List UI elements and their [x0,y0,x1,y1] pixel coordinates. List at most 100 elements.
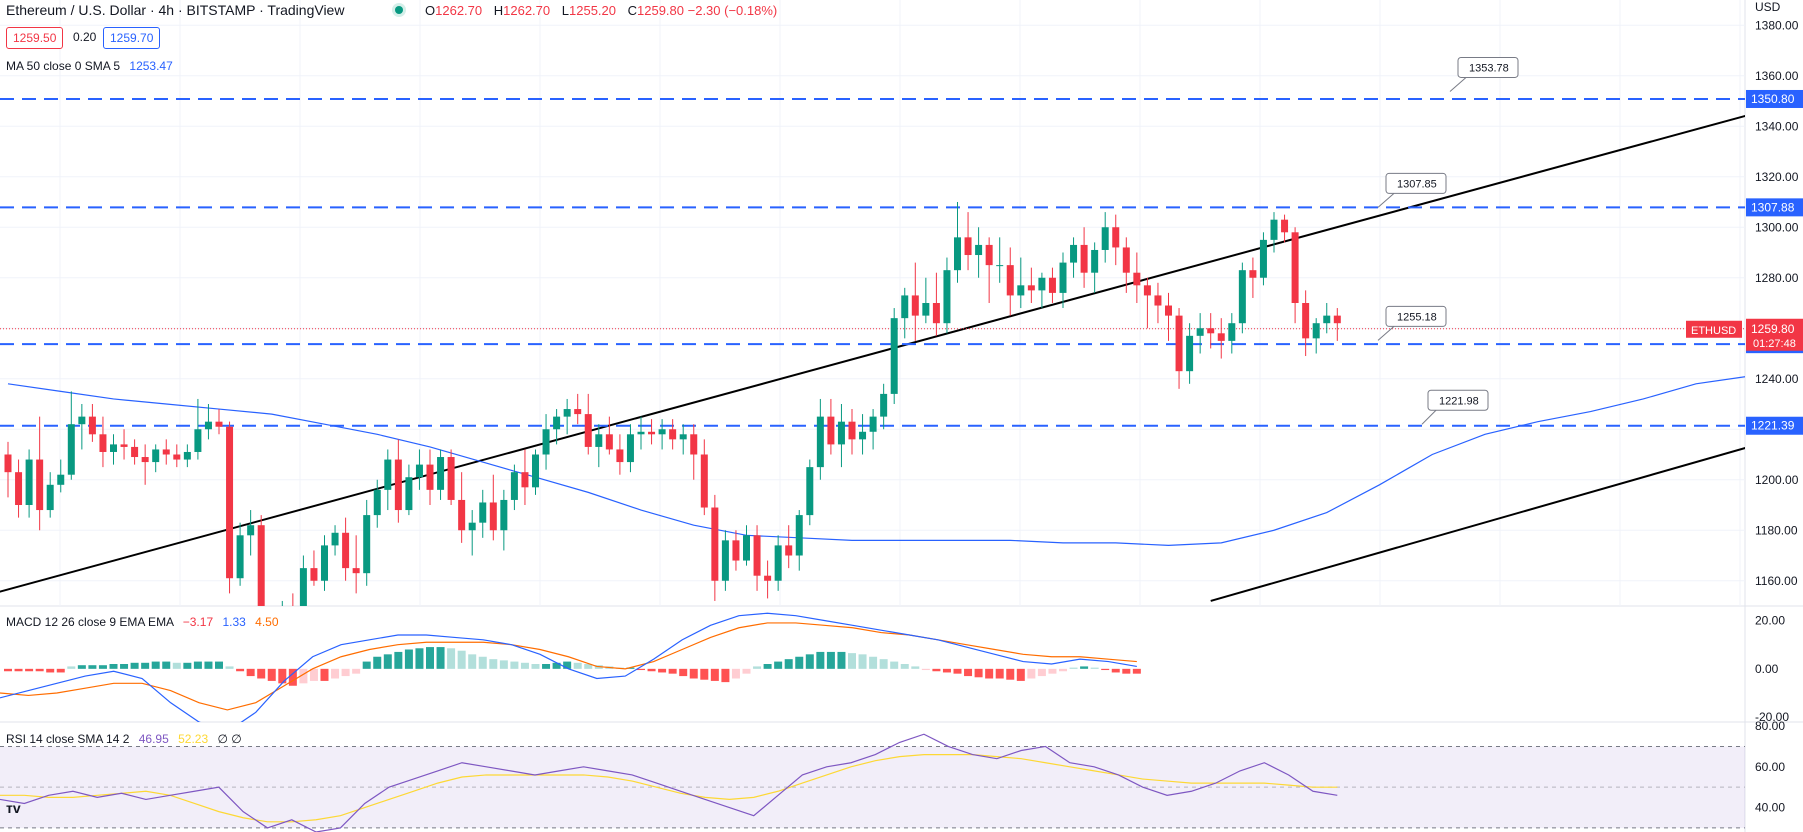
candle-body [405,477,413,511]
candle-body [964,237,972,256]
candle-body [605,434,613,450]
ma-value: 1253.47 [129,59,173,73]
ohlc-close-value: 1259.80 −2.30 (−0.18%) [637,3,778,18]
macd-histogram-bar [890,661,899,669]
macd-histogram-bar [236,668,245,672]
candle-body [489,502,497,531]
candle-body [173,454,181,460]
candle-body [795,515,803,556]
macd-histogram-bar [826,651,835,669]
candle-body [57,474,65,485]
macd-histogram-bar [552,662,561,669]
macd-histogram-bar [1090,667,1099,669]
sell-price-button[interactable]: 1259.50 [6,27,64,49]
macd-histogram-bar [309,668,318,681]
macd-histogram-bar [858,654,867,669]
callout-pointer [1421,409,1437,425]
candle-body [553,416,561,430]
candle-body [837,421,845,445]
candle-body [1059,262,1067,293]
macd-histogram-bar [774,661,783,669]
macd-histogram-bar [46,668,55,673]
macd-histogram-bar [573,662,582,669]
candle-body [563,409,571,417]
chart-title: Ethereum / U.S. Dollar · 4h · BITSTAMP ·… [6,2,345,18]
candle-body [1270,219,1278,240]
candle-body [901,295,909,319]
macd-histogram-bar [1048,668,1057,674]
macd-histogram-bar [278,668,287,684]
macd-histogram-bar [985,668,994,679]
macd-histogram-bar [215,661,223,669]
macd-histogram-bar [56,668,65,673]
symbol-tag [1686,320,1742,338]
ohlc-low-key: L [561,3,569,18]
candle-body [437,457,445,490]
candle-body [848,421,856,440]
macd-histogram-bar [668,668,677,674]
channel-line-1 [1210,447,1745,602]
candle-body [78,416,86,425]
candle-body [1249,270,1257,278]
candle-body [510,472,518,500]
callout-pointer [1377,326,1395,341]
macd-histogram-bar [404,649,413,669]
macd-histogram-bar [394,651,403,669]
candle-body [415,464,423,478]
candle-body [468,522,476,531]
callout-label: 1353.78 [1469,62,1509,74]
macd-histogram-bar [900,664,909,669]
candle-body [183,451,191,460]
macd-hist-value: −3.17 [182,615,214,629]
macd-histogram-bar [331,668,340,679]
macd-histogram-bar [995,668,1004,679]
candle-body [1207,328,1215,334]
macd-histogram-bar [257,668,266,679]
rsi-legend[interactable]: RSI 14 close SMA 14 2 46.95 52.23 ∅ ∅ [6,732,242,746]
macd-histogram-bar [352,668,361,674]
callout-label: 1255.18 [1397,311,1437,323]
candle-body [36,459,44,511]
macd-histogram-bar [4,668,12,672]
candle-body [890,318,898,394]
macd-histogram-bar [383,654,392,669]
macd-histogram-bar [120,664,129,669]
macd-histogram-bar [1027,668,1036,679]
candle-body [1027,285,1035,291]
market-open-dot [395,6,403,14]
candle-body [1091,249,1099,273]
callout-box [1385,172,1447,194]
candle-body [268,629,275,657]
ma-legend[interactable]: MA 50 close 0 SMA 5 1253.47 [6,59,173,73]
ohlc-high-key: H [493,3,504,18]
rsi-tick-label: 40.00 [1755,801,1785,815]
macd-histogram-bar [869,656,878,669]
callout-label: 1221.98 [1439,395,1479,407]
candle-body [1302,303,1310,339]
macd-histogram-bar [1132,668,1141,674]
candle-body [1217,333,1225,341]
rsi-ma-value: 52.23 [178,732,209,746]
candle-body [321,545,328,581]
candle-body [806,467,814,516]
callout-pointer [1377,193,1395,208]
candle-body [236,535,244,579]
candle-body [584,414,592,447]
macd-tick-label: 0.00 [1755,662,1779,676]
candle-body [922,303,930,316]
price-tick-label: 1380.00 [1755,18,1799,32]
ohlc-open-value: 1262.70 [435,3,483,18]
macd-legend[interactable]: MACD 12 26 close 9 EMA EMA −3.17 1.33 4.… [6,615,279,629]
macd-histogram-bar [267,668,276,681]
candle-body [1112,227,1120,248]
ma50-line [7,376,1745,547]
buy-price-button[interactable]: 1259.70 [103,27,161,49]
macd-histogram-bar [288,668,297,686]
tradingview-logo-icon[interactable]: ᴛᴠ [6,800,21,816]
candle-body [279,609,286,629]
macd-histogram-bar [563,661,572,669]
macd-histogram-bar [964,668,973,677]
price-tick-label: 1320.00 [1755,170,1799,184]
macd-histogram-bar [647,668,656,672]
